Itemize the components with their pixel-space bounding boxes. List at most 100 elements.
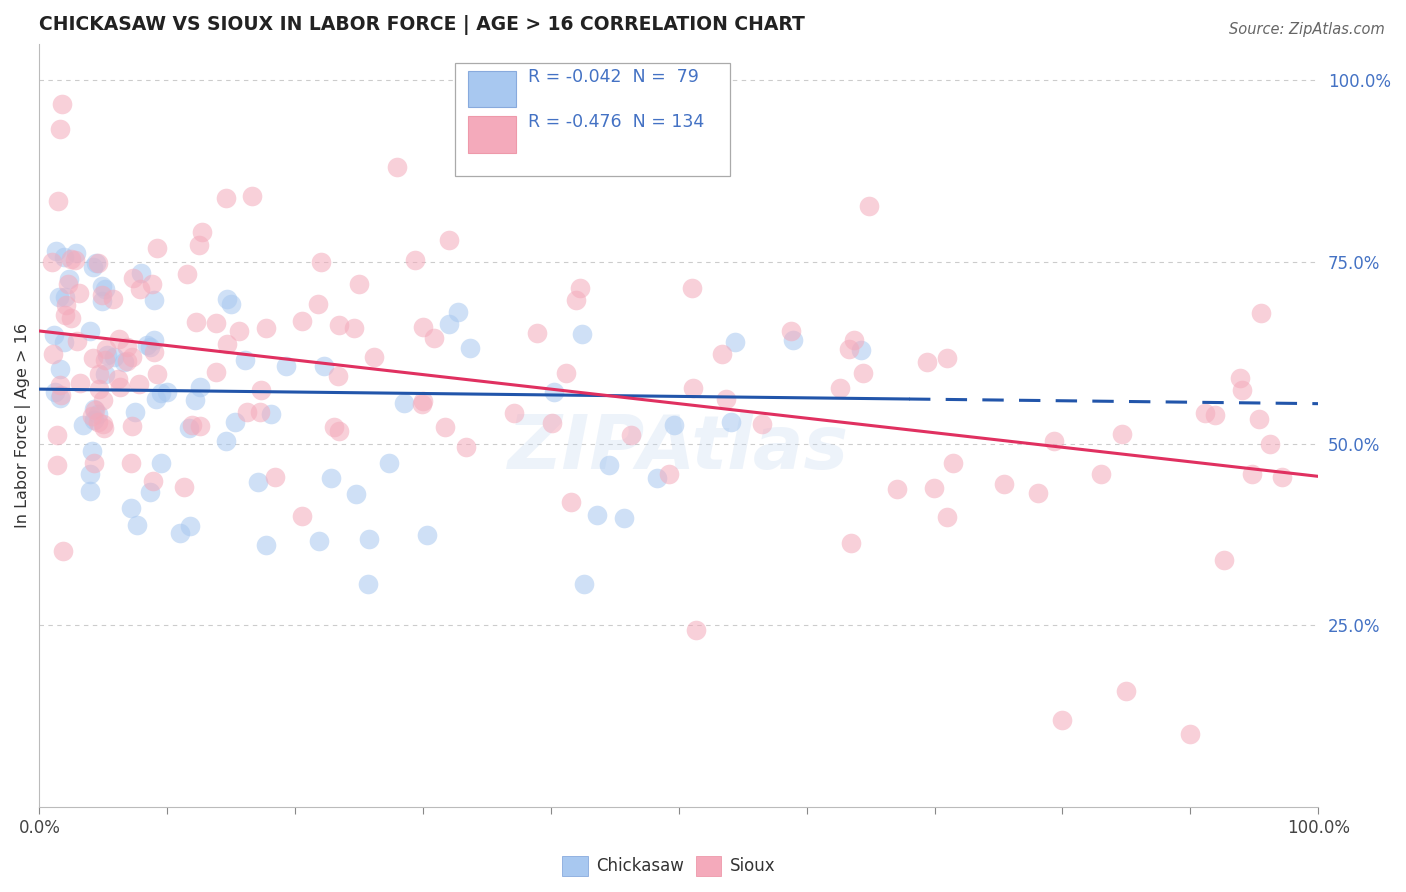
Point	[44, 328, 66, 343]
Point	[94, 342, 117, 356]
Point	[107, 372, 129, 386]
Point	[720, 415, 742, 429]
Point	[308, 534, 330, 549]
Point	[1271, 470, 1294, 484]
Point	[321, 471, 343, 485]
Point	[124, 405, 146, 419]
Point	[387, 161, 409, 175]
Point	[250, 383, 273, 397]
Bar	[468, 70, 516, 107]
Point	[79, 483, 101, 498]
Point	[412, 319, 434, 334]
Point	[458, 341, 481, 355]
Point	[115, 354, 138, 368]
Point	[254, 538, 277, 552]
Point	[181, 417, 204, 432]
Point	[45, 244, 67, 259]
Point	[886, 482, 908, 496]
Point	[149, 385, 172, 400]
Point	[291, 509, 314, 524]
Point	[215, 434, 238, 448]
Y-axis label: In Labor Force | Age > 16: In Labor Force | Age > 16	[15, 323, 31, 528]
Text: Chickasaw: Chickasaw	[596, 857, 685, 875]
Point	[922, 481, 945, 495]
Point	[541, 416, 564, 430]
Point	[205, 316, 228, 330]
Point	[328, 425, 350, 439]
Point	[55, 298, 77, 312]
Point	[122, 271, 145, 285]
Point	[108, 380, 131, 394]
Point	[309, 255, 332, 269]
Point	[53, 290, 76, 304]
Point	[41, 254, 63, 268]
Point	[571, 327, 593, 342]
Point	[658, 467, 681, 481]
Point	[322, 419, 344, 434]
Point	[935, 510, 957, 524]
Text: Sioux: Sioux	[730, 857, 775, 875]
Point	[108, 332, 131, 346]
Point	[44, 385, 66, 400]
Point	[263, 470, 285, 484]
Point	[1229, 371, 1251, 385]
Point	[1230, 383, 1253, 397]
Point	[1043, 434, 1066, 448]
Point	[83, 457, 105, 471]
Point	[240, 189, 263, 203]
Point	[84, 402, 107, 417]
Point	[526, 326, 548, 341]
Point	[173, 480, 195, 494]
Point	[120, 456, 142, 470]
Point	[169, 526, 191, 541]
Point	[90, 293, 112, 308]
Point	[851, 343, 873, 358]
Text: R = -0.042  N =  79: R = -0.042 N = 79	[527, 68, 699, 86]
Point	[1052, 713, 1074, 727]
Point	[993, 476, 1015, 491]
Point	[59, 311, 82, 326]
Point	[128, 376, 150, 391]
Point	[121, 418, 143, 433]
Point	[842, 333, 865, 347]
Point	[437, 317, 460, 331]
Point	[143, 345, 166, 359]
Point	[143, 333, 166, 347]
Point	[858, 199, 880, 213]
Point	[156, 385, 179, 400]
Point	[48, 362, 70, 376]
Text: ZIPAtlas: ZIPAtlas	[508, 412, 849, 485]
Point	[716, 392, 738, 406]
Point	[89, 382, 111, 396]
Point	[82, 351, 104, 365]
Bar	[468, 116, 516, 153]
Point	[142, 293, 165, 308]
Point	[146, 367, 169, 381]
Point	[1115, 683, 1137, 698]
Point	[681, 281, 703, 295]
Point	[307, 297, 329, 311]
Point	[1249, 412, 1271, 426]
Point	[125, 518, 148, 533]
Point	[72, 417, 94, 432]
Point	[363, 350, 385, 364]
Point	[572, 577, 595, 591]
Point	[1111, 427, 1133, 442]
Point	[1026, 486, 1049, 500]
Point	[48, 290, 70, 304]
Point	[356, 577, 378, 591]
Point	[139, 340, 162, 354]
Point	[86, 256, 108, 270]
Point	[83, 402, 105, 417]
Point	[46, 194, 69, 208]
FancyBboxPatch shape	[456, 63, 730, 176]
Point	[219, 296, 242, 310]
Point	[838, 342, 860, 356]
Point	[830, 381, 852, 395]
Point	[456, 440, 478, 454]
Point	[565, 293, 588, 308]
Point	[568, 280, 591, 294]
Point	[412, 394, 434, 409]
Point	[90, 278, 112, 293]
Point	[598, 458, 620, 472]
